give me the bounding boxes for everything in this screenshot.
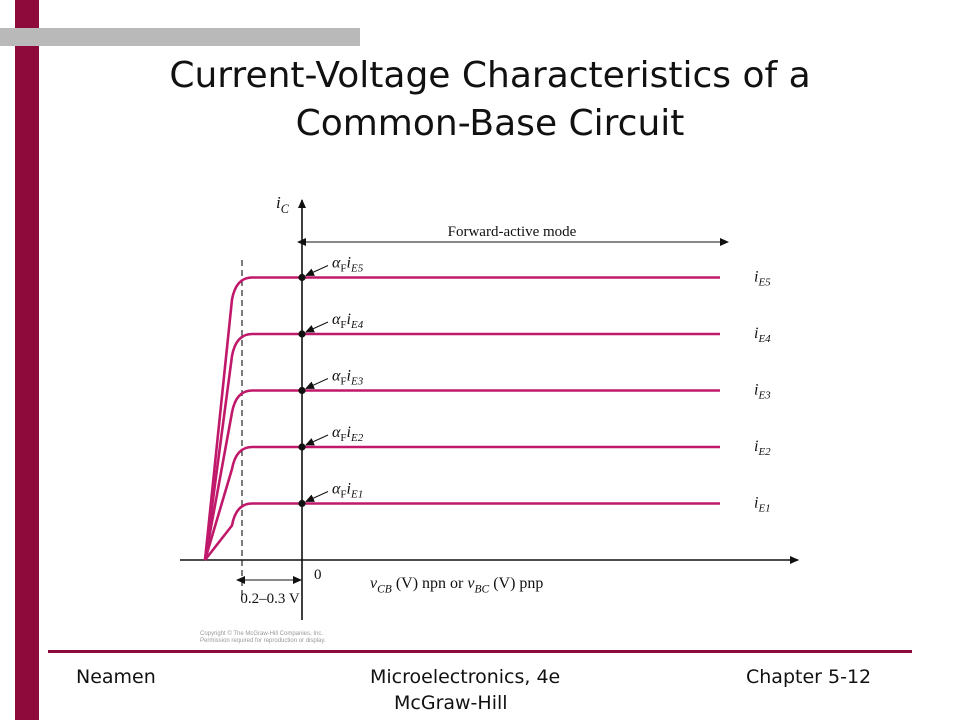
offset-label: 0.2–0.3 V	[240, 591, 299, 607]
footer-chapter: Chapter 5-12	[746, 666, 872, 688]
series-label-iE4: iE4	[754, 325, 771, 345]
curve-iE3	[203, 389, 720, 561]
marker-arrow-iE4	[305, 321, 329, 333]
slide-title-line1: Current-Voltage Characteristics of a	[169, 55, 811, 96]
operating-point-iE2	[298, 443, 306, 451]
copyright-line1: Copyright © The McGraw-Hill Companies, I…	[200, 630, 323, 637]
series-label-iE2: iE2	[754, 438, 771, 458]
iv-characteristics-figure: Forward-active mode 0.2–0.3 V 0 iC vCB (V) n…	[160, 180, 820, 650]
slide-title: Current-Voltage Characteristics of a Com…	[60, 52, 920, 148]
curve-iE4	[203, 332, 720, 561]
operating-point-iE1	[298, 499, 306, 508]
left-accent-bar	[15, 0, 39, 720]
footer-author: Neamen	[76, 666, 156, 688]
marker-arrow-iE3	[305, 378, 329, 389]
footer-book: Microelectronics, 4e McGraw-Hill	[370, 664, 620, 716]
footer-book-title: Microelectronics, 4e	[370, 666, 561, 688]
y-axis-label: iC	[276, 193, 290, 216]
curve-iE5	[203, 276, 720, 561]
x-axis-label: vCB (V) npn or vBC (V) pnp	[370, 575, 543, 595]
marker-label-iE3: αFiE3	[332, 368, 364, 388]
marker-label-iE2: αFiE2	[332, 424, 364, 444]
forward-active-label: Forward-active mode	[448, 224, 577, 240]
series-label-iE5: iE5	[754, 269, 771, 289]
footer-rule	[48, 650, 912, 653]
top-decorative-bar	[0, 28, 360, 46]
footer-publisher: McGraw-Hill	[394, 692, 508, 714]
marker-arrow-iE2	[305, 434, 329, 446]
curve-iE2	[203, 445, 720, 561]
marker-label-iE1: αFiE1	[332, 481, 363, 501]
operating-point-iE5	[298, 273, 306, 282]
curve-iE1	[203, 502, 720, 561]
operating-point-iE4	[298, 330, 306, 338]
slide-title-line2: Common-Base Circuit	[295, 103, 685, 144]
copyright-line2: Permission required for reproduction or …	[200, 638, 326, 644]
origin-label: 0	[314, 567, 322, 583]
series-label-iE1: iE1	[754, 495, 771, 515]
series-label-iE3: iE3	[754, 382, 771, 402]
marker-arrow-iE1	[305, 491, 329, 502]
marker-arrow-iE5	[305, 265, 329, 276]
operating-point-iE3	[298, 386, 306, 395]
iv-chart: Forward-active mode 0.2–0.3 V 0 iC vCB (V) n…	[180, 193, 799, 644]
marker-label-iE4: αFiE4	[332, 311, 364, 331]
marker-label-iE5: αFiE5	[332, 255, 364, 275]
